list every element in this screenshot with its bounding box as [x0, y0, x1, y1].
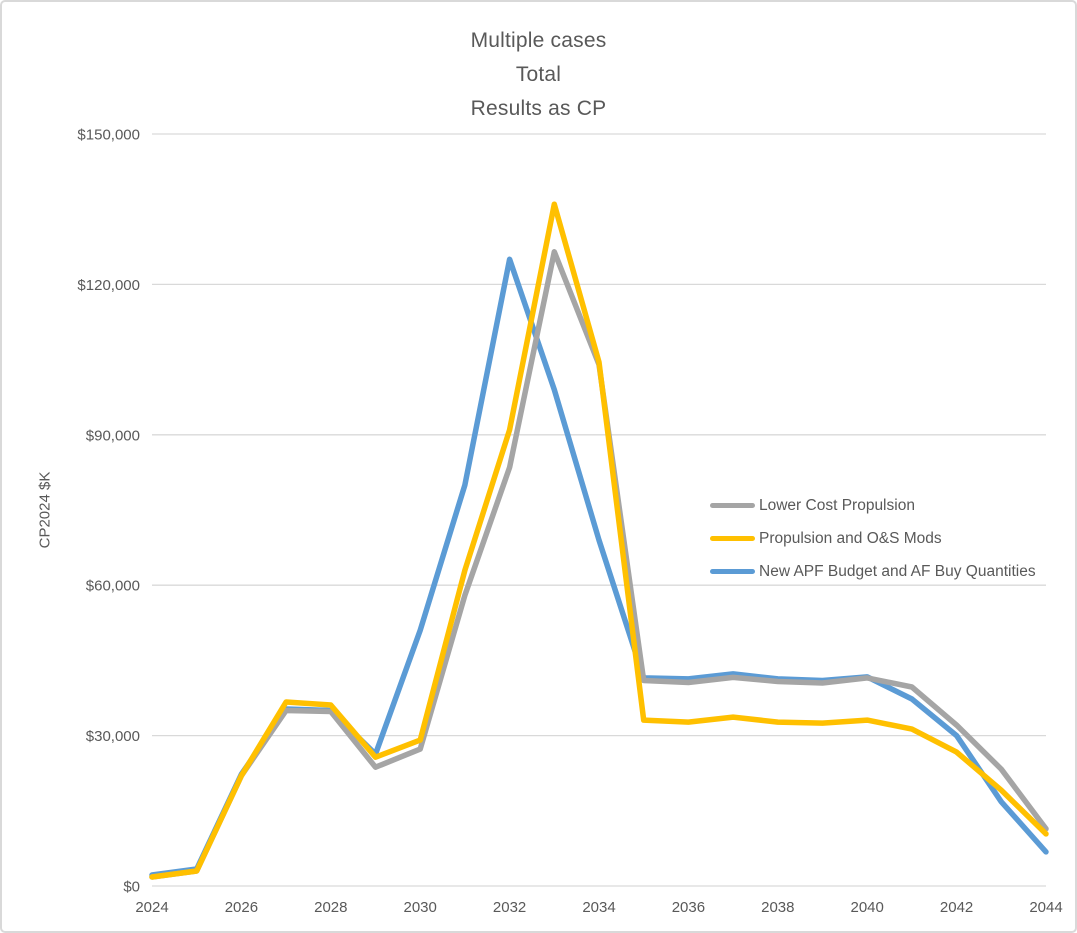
- y-tick-label: $0: [123, 879, 140, 896]
- legend-item-new-apf-budget: New APF Budget and AF Buy Quantities: [710, 555, 1036, 588]
- chart-title: Multiple cases Total Results as CP: [2, 24, 1075, 126]
- legend-line-swatch-gray: [710, 503, 755, 508]
- y-tick-label: $120,000: [77, 277, 140, 294]
- legend-item-lower-cost-propulsion: Lower Cost Propulsion: [710, 489, 1036, 522]
- gridlines: [152, 133, 1046, 887]
- x-tick-label: 2042: [940, 899, 973, 916]
- x-axis-tick-labels: 2024 2026 2028 2030 2032 2034 2036 2038 2040 2042…: [135, 899, 1062, 916]
- chart-title-line-2: Total: [515, 63, 562, 86]
- x-tick-label: 2040: [851, 899, 884, 916]
- y-tick-label: $90,000: [86, 427, 140, 444]
- y-tick-label: $30,000: [86, 728, 140, 745]
- x-tick-label: 2036: [672, 899, 705, 916]
- legend-label: Propulsion and O&S Mods: [759, 529, 942, 547]
- x-tick-label: 2028: [314, 899, 347, 916]
- x-tick-label: 2034: [582, 899, 615, 916]
- x-tick-label: 2026: [225, 899, 258, 916]
- x-tick-label: 2044: [1029, 899, 1062, 916]
- legend-line-swatch-yellow: [710, 536, 755, 541]
- legend: Lower Cost Propulsion Propulsion and O&S…: [710, 489, 1036, 588]
- legend-line-swatch-blue: [710, 569, 755, 574]
- legend-label: New APF Budget and AF Buy Quantities: [759, 562, 1036, 580]
- legend-item-propulsion-os-mods: Propulsion and O&S Mods: [710, 522, 1036, 555]
- legend-label: Lower Cost Propulsion: [759, 496, 915, 514]
- y-tick-label: $60,000: [86, 578, 140, 595]
- series-line-propulsion-and-o-s-mods: [149, 201, 1049, 880]
- x-tick-label: 2030: [404, 899, 437, 916]
- x-tick-label: 2038: [761, 899, 794, 916]
- y-tick-label: $150,000: [77, 127, 140, 144]
- chart-title-line-1: Multiple cases: [470, 29, 607, 52]
- y-axis-tick-labels: $0 $30,000 $60,000 $90,000 $120,000 $150,000: [77, 127, 140, 896]
- x-tick-label: 2024: [135, 899, 168, 916]
- x-tick-label: 2032: [493, 899, 526, 916]
- chart-title-line-3: Results as CP: [470, 97, 607, 120]
